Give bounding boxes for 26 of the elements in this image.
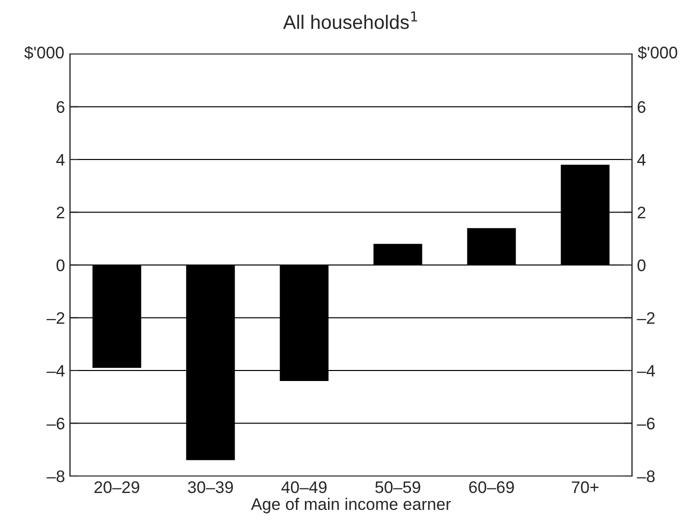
x-tick-label: 60–69 bbox=[469, 481, 514, 494]
y-tick-label: –4 bbox=[46, 365, 65, 377]
y-tick-label: 4 bbox=[56, 154, 65, 166]
y-axis-title: $'000 bbox=[24, 46, 64, 60]
x-tick-label: 50–59 bbox=[375, 481, 420, 494]
y-tick-label: –6 bbox=[46, 418, 64, 430]
x-axis-title: Age of main income earner bbox=[250, 498, 451, 514]
y2-tick-label: –2 bbox=[636, 312, 655, 324]
y2-tick-label: 4 bbox=[637, 154, 646, 166]
y-tick-label: 0 bbox=[56, 259, 64, 272]
x-tick-label: 70+ bbox=[572, 481, 598, 494]
x-tick-label: 30–39 bbox=[188, 481, 233, 494]
y-tick-label: –2 bbox=[46, 312, 64, 324]
x-tick-label: 20–29 bbox=[94, 481, 140, 494]
y-tick-label: 6 bbox=[56, 101, 64, 113]
y-tick-label: –8 bbox=[46, 470, 64, 482]
y2-tick-label: 2 bbox=[638, 206, 646, 218]
y2-axis-title: $'000 bbox=[638, 46, 678, 60]
y2-tick-label: –4 bbox=[636, 365, 655, 377]
y2-tick-label: –8 bbox=[636, 470, 655, 482]
chart-title: All households$^{1}$ bbox=[283, 12, 418, 30]
y2-tick-label: 6 bbox=[638, 101, 646, 113]
y2-tick-label: 0 bbox=[638, 259, 646, 272]
x-tick-label: 40–49 bbox=[281, 481, 327, 494]
y-tick-label: 2 bbox=[56, 206, 64, 218]
y2-tick-label: –6 bbox=[636, 418, 655, 430]
